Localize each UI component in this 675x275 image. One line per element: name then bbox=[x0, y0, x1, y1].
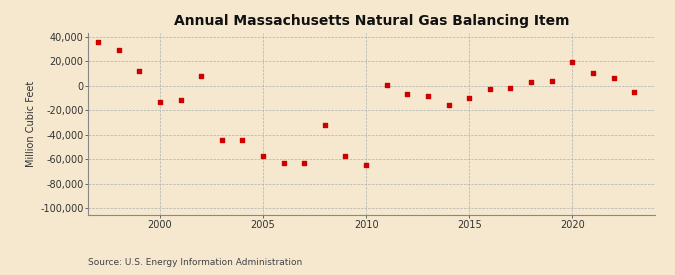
Title: Annual Massachusetts Natural Gas Balancing Item: Annual Massachusetts Natural Gas Balanci… bbox=[173, 14, 569, 28]
Point bbox=[423, 93, 433, 98]
Point bbox=[443, 103, 454, 108]
Point bbox=[381, 82, 392, 87]
Point bbox=[113, 48, 124, 52]
Point bbox=[196, 74, 207, 78]
Point bbox=[628, 90, 639, 94]
Point bbox=[360, 163, 371, 168]
Point bbox=[567, 60, 578, 65]
Point bbox=[237, 138, 248, 142]
Point bbox=[485, 87, 495, 92]
Point bbox=[175, 98, 186, 103]
Point bbox=[608, 76, 619, 81]
Point bbox=[319, 123, 330, 127]
Point bbox=[402, 92, 412, 97]
Point bbox=[134, 69, 144, 73]
Point bbox=[526, 80, 537, 84]
Point bbox=[217, 138, 227, 142]
Point bbox=[299, 161, 310, 165]
Point bbox=[340, 153, 351, 158]
Point bbox=[505, 86, 516, 90]
Point bbox=[155, 100, 165, 104]
Point bbox=[587, 71, 598, 76]
Text: Source: U.S. Energy Information Administration: Source: U.S. Energy Information Administ… bbox=[88, 258, 302, 267]
Y-axis label: Million Cubic Feet: Million Cubic Feet bbox=[26, 81, 36, 167]
Point bbox=[464, 96, 475, 100]
Point bbox=[546, 79, 557, 83]
Point bbox=[278, 161, 289, 165]
Point bbox=[258, 153, 269, 158]
Point bbox=[92, 39, 103, 44]
